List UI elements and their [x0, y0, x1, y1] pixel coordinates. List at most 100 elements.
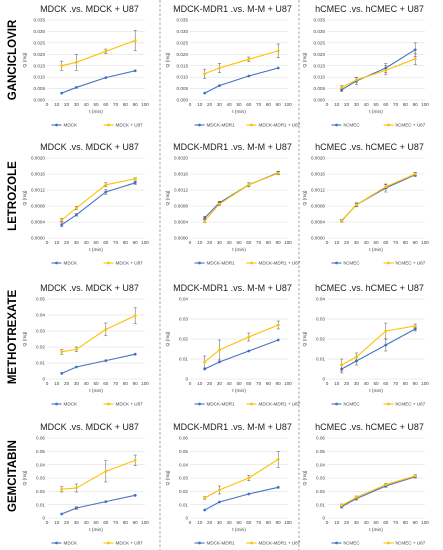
y-tick-label: 0.02: [316, 337, 325, 342]
series-line: [204, 339, 279, 370]
y-axis-label: Q (mg): [165, 470, 171, 485]
series-line: [61, 494, 136, 515]
y-tick-label: 0.02: [179, 337, 188, 342]
x-tick-label: 30: [217, 381, 223, 386]
legend-label: MDCK-MDR1: [207, 541, 236, 546]
legend-label: MDCK-MDR1: [207, 261, 236, 266]
y-axis-label: Q (mg): [22, 52, 28, 67]
data-point: [133, 314, 137, 318]
y-tick-label: 0: [322, 377, 325, 382]
data-point: [60, 91, 64, 95]
y-tick-label: 0.06: [179, 436, 188, 441]
x-tick-label: 100: [141, 102, 149, 107]
y-tick-label: 0: [42, 516, 45, 521]
y-tick-label: 0.030: [314, 29, 326, 34]
data-point: [355, 495, 358, 499]
x-tick-label: 80: [266, 520, 272, 525]
chart-panel: MDCK .vs. MDCK + U87 0.0000 0.0004 0.0008 0.…: [22, 142, 149, 266]
y-tick-label: 0.025: [177, 40, 189, 45]
series-line: [61, 459, 136, 490]
legend-label: MDCK: [64, 123, 78, 128]
chart-panel: MDCK-MDR1 .vs. M-M + U87 0 0.01 0.02 0.03 0.0…: [165, 422, 301, 546]
chart-title: MDCK-MDR1 .vs. M-M + U87: [173, 4, 292, 14]
x-tick-label: 100: [141, 520, 149, 525]
x-tick-label: 40: [227, 520, 233, 525]
x-tick-label: 10: [197, 381, 203, 386]
x-tick-label: 10: [334, 102, 340, 107]
x-axis-label: t (min): [232, 388, 246, 394]
data-point: [203, 216, 207, 220]
y-tick-label: 0.01: [36, 361, 45, 366]
x-tick-label: 90: [276, 240, 282, 245]
legend-swatch-marker: [250, 123, 253, 127]
series-line: [341, 173, 416, 222]
x-tick-label: 30: [217, 520, 223, 525]
y-tick-label: 0.0004: [31, 220, 45, 225]
x-tick-label: 0: [46, 102, 49, 107]
data-point: [60, 487, 64, 491]
chart-panel: hCMEC .vs. hCMEC + U87 0.0000 0.0004 0.0008…: [302, 142, 429, 266]
x-tick-label: 70: [113, 381, 119, 386]
x-tick-label: 70: [393, 520, 399, 525]
data-point: [60, 350, 64, 354]
x-axis-label: t (min): [369, 527, 383, 533]
data-point: [218, 84, 221, 87]
data-point: [75, 506, 78, 510]
data-point: [104, 49, 108, 53]
x-tick-label: 60: [103, 102, 109, 107]
legend-label: hCMEC + U87: [396, 261, 426, 266]
x-tick-label: 50: [373, 381, 379, 386]
y-tick-label: 0.0012: [31, 188, 45, 193]
legend-label: MDCK: [64, 541, 78, 546]
x-tick-label: 30: [74, 381, 80, 386]
legend-label: MDCK-MDR1 + U87: [259, 402, 301, 407]
x-axis-label: t (min): [89, 388, 103, 394]
y-tick-label: 0.010: [314, 75, 326, 80]
x-tick-label: 70: [256, 240, 262, 245]
x-tick-label: 30: [217, 102, 223, 107]
x-tick-label: 20: [344, 240, 350, 245]
data-point: [247, 74, 251, 78]
data-point: [104, 500, 108, 503]
data-point: [340, 503, 344, 507]
chart-panel: MDCK-MDR1 .vs. M-M + U87 0.000 0.005 0.010 0…: [165, 4, 301, 128]
x-tick-label: 30: [354, 381, 360, 386]
data-point: [104, 359, 108, 362]
data-point: [60, 223, 64, 227]
y-tick-label: 0.05: [179, 449, 188, 454]
data-point: [247, 57, 251, 61]
data-point: [60, 372, 64, 375]
chart-panel: MDCK .vs. MDCK + U87 0 0.01 0.02 0.03 0.04 0.0…: [22, 422, 149, 546]
series-line: [341, 325, 416, 366]
y-tick-label: 0.010: [34, 75, 46, 80]
data-point: [203, 91, 207, 95]
x-tick-label: 60: [246, 520, 252, 525]
chart-panel: MDCK-MDR1 .vs. M-M + U87 0.0000 0.0004 0.00…: [165, 142, 301, 266]
legend-label: hCMEC + U87: [396, 123, 426, 128]
data-point: [218, 488, 221, 492]
x-tick-label: 40: [84, 102, 90, 107]
x-tick-label: 10: [197, 102, 203, 107]
x-tick-label: 100: [421, 240, 429, 245]
series-line: [204, 50, 279, 75]
legend-swatch-marker: [107, 261, 110, 265]
x-tick-label: 10: [54, 240, 60, 245]
x-tick-label: 60: [103, 520, 109, 525]
legend-label: MDCK-MDR1 + U87: [259, 541, 301, 546]
legend-swatch-marker: [107, 402, 110, 406]
legend-label: hCMEC: [344, 402, 361, 407]
y-axis-label: Q (mg): [22, 331, 28, 346]
chart-title: MDCK-MDR1 .vs. M-M + U87: [173, 142, 292, 152]
data-point: [75, 206, 78, 210]
row-label-letrozole: LETROZOLE: [7, 161, 19, 231]
x-tick-label: 50: [373, 102, 379, 107]
x-tick-label: 90: [276, 381, 282, 386]
x-tick-label: 10: [334, 240, 340, 245]
chart-title: hCMEC .vs. hCMEC + U87: [315, 422, 424, 432]
x-tick-label: 100: [141, 381, 149, 386]
x-tick-label: 80: [123, 240, 129, 245]
x-tick-label: 70: [256, 102, 262, 107]
x-axis-label: t (min): [89, 109, 103, 115]
chart-title: MDCK .vs. MDCK + U87: [40, 422, 139, 432]
row-label-ganciclovir: GANCICLOVIR: [7, 19, 19, 100]
